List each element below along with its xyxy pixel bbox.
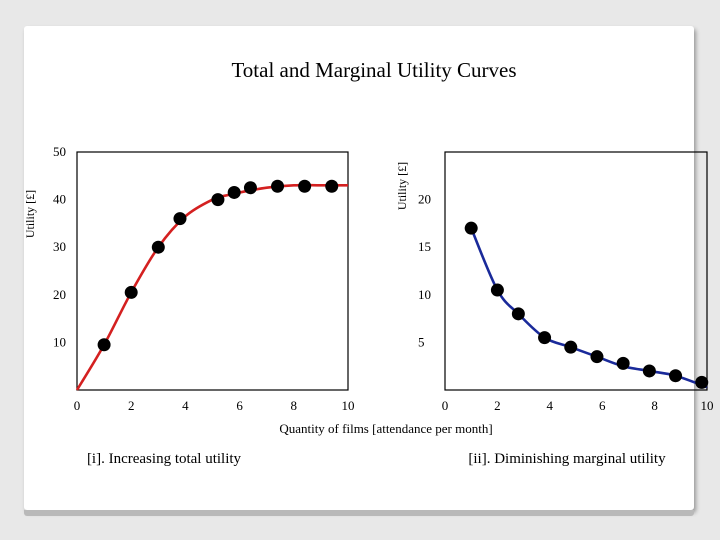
right-plot-frame (444, 151, 708, 391)
total-data-point (325, 179, 339, 193)
marginal-x-tick-label: 2 (494, 398, 501, 413)
total-y-tick-label: 30 (53, 239, 66, 254)
marginal-utility-curve (470, 227, 708, 389)
total-data-point (271, 179, 285, 193)
total-data-point (97, 338, 111, 352)
shared-x-axis-label: Quantity of films [attendance per month] (279, 421, 492, 436)
left-chart-caption: [i]. Increasing total utility (87, 451, 242, 467)
total-data-point (211, 193, 225, 207)
marginal-data-point (538, 331, 552, 345)
total-data-point (151, 240, 165, 254)
marginal-y-tick-label: 15 (418, 239, 431, 254)
marginal-data-point (490, 283, 504, 297)
marginal-x-tick-label: 4 (547, 398, 554, 413)
total-y-tick-label: 10 (53, 334, 66, 349)
total-y-tick-label: 50 (53, 144, 66, 159)
total-x-tick-label: 4 (182, 398, 189, 413)
total-x-tick-label: 8 (291, 398, 298, 413)
total-data-point (124, 285, 138, 299)
marginal-data-point (642, 364, 656, 378)
total-y-tick-label: 40 (53, 192, 66, 207)
total-x-tick-label: 2 (128, 398, 135, 413)
left-plot-frame (76, 151, 349, 391)
marginal-data-point (669, 369, 683, 383)
total-y-tick-label: 20 (53, 287, 66, 302)
marginal-data-point (564, 340, 578, 354)
total-data-point (227, 185, 241, 199)
total-x-tick-label: 6 (236, 398, 243, 413)
marginal-x-tick-label: 6 (599, 398, 606, 413)
total-data-point (298, 179, 312, 193)
marginal-y-tick-label: 10 (418, 287, 431, 302)
total-data-point (243, 181, 257, 195)
slide-background (24, 26, 694, 510)
right-y-axis-label: Utility [£] (395, 162, 409, 210)
right-chart-caption: [ii]. Diminishing marginal utility (468, 451, 666, 467)
slide-bottom-bar (24, 510, 694, 516)
total-utility-chart: Utility [£] [i]. Increasing total utilit… (23, 144, 355, 467)
marginal-data-point (464, 221, 478, 235)
marginal-data-point (616, 356, 630, 370)
left-y-axis-label: Utility [£] (23, 190, 37, 238)
total-data-point (173, 212, 187, 226)
total-x-tick-label: 10 (342, 398, 355, 413)
chart-title: Total and Marginal Utility Curves (231, 58, 516, 82)
total-utility-curve (75, 183, 348, 391)
marginal-data-point (511, 307, 525, 321)
marginal-data-point (590, 350, 604, 364)
marginal-x-tick-label: 0 (442, 398, 449, 413)
marginal-data-point (695, 375, 709, 389)
marginal-utility-chart: Utility [£] [ii]. Diminishing marginal u… (395, 151, 714, 467)
marginal-x-tick-label: 8 (651, 398, 658, 413)
marginal-y-tick-label: 5 (418, 334, 425, 349)
marginal-y-tick-label: 20 (418, 192, 431, 207)
total-x-tick-label: 0 (74, 398, 81, 413)
marginal-x-tick-label: 10 (701, 398, 714, 413)
